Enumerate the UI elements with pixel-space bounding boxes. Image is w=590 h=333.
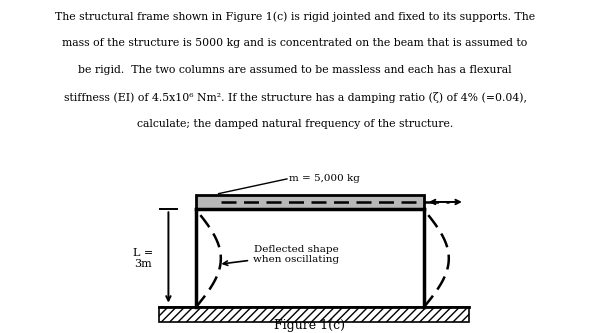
Text: Figure 1(c): Figure 1(c) — [274, 319, 345, 332]
Text: m = 5,000 kg: m = 5,000 kg — [289, 174, 360, 183]
Text: The structural frame shown in Figure 1(c) is rigid jointed and fixed to its supp: The structural frame shown in Figure 1(c… — [55, 11, 535, 22]
Text: stiffness (EI) of 4.5x10⁶ Nm². If the structure has a damping ratio (ζ) of 4% (=: stiffness (EI) of 4.5x10⁶ Nm². If the st… — [64, 92, 526, 103]
Bar — [159, 307, 469, 322]
Bar — [196, 194, 424, 209]
Text: L =
3m: L = 3m — [133, 248, 153, 269]
Text: be rigid.  The two columns are assumed to be massless and each has a flexural: be rigid. The two columns are assumed to… — [78, 65, 512, 75]
Text: mass of the structure is 5000 kg and is concentrated on the beam that is assumed: mass of the structure is 5000 kg and is … — [63, 38, 527, 48]
Text: calculate; the damped natural frequency of the structure.: calculate; the damped natural frequency … — [137, 120, 453, 130]
Text: Deflected shape
when oscillating: Deflected shape when oscillating — [223, 245, 339, 265]
